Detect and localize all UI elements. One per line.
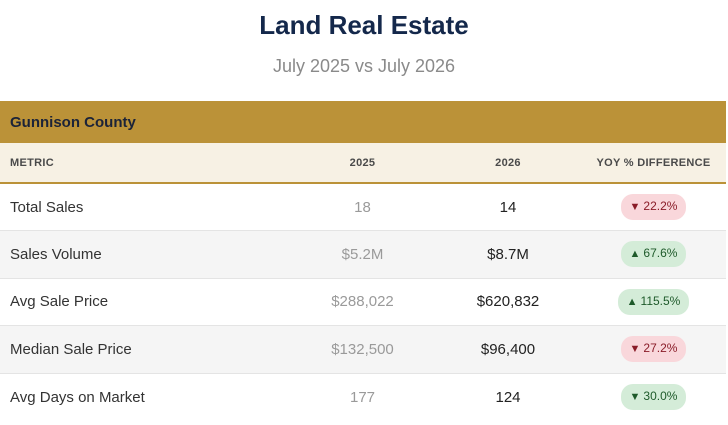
value-2025: 177 — [349, 388, 376, 406]
yoy-cell: ▼ 22.2% — [581, 183, 726, 231]
up-arrow-icon: ▲ — [626, 295, 638, 308]
table-header-row: METRIC 2025 2026 YOY % DIFFERENCE — [0, 143, 726, 184]
yoy-badge: ▼ 30.0% — [620, 384, 687, 410]
column-header-yoy: YOY % DIFFERENCE — [581, 143, 726, 184]
yoy-value: 67.6% — [643, 246, 678, 261]
yoy-value: 30.0% — [643, 389, 678, 403]
table-row: Sales Volume $5.2M $8.7M ▲ 67.6% — [0, 230, 726, 279]
table-row: Avg Sale Price $288,022 $620,832 ▲ 115.5% — [0, 278, 726, 326]
region-label: Gunnison County — [10, 113, 136, 131]
yoy-value: 27.2% — [643, 341, 678, 356]
up-arrow-icon: ▲ — [629, 248, 641, 261]
yoy-badge: ▼ 27.2% — [620, 336, 687, 363]
value-2026: $8.7M — [435, 230, 581, 279]
page-subtitle: July 2025 vs July 2026 — [272, 56, 456, 76]
yoy-cell: ▼ 30.0% — [581, 373, 726, 421]
table-row: Avg Days on Market 177 124 ▼ 30.0% — [0, 373, 726, 421]
value-2026: $620,832 — [435, 278, 581, 326]
yoy-cell: ▲ 67.6% — [581, 230, 726, 279]
yoy-badge: ▲ 67.6% — [620, 241, 687, 268]
value-2025: 18 — [290, 183, 435, 231]
down-arrow-icon: ▼ — [629, 391, 641, 403]
page-title: Land Real Estate — [259, 10, 469, 40]
column-header-2026: 2026 — [435, 143, 581, 184]
metric-name: Avg Days on Market — [10, 388, 145, 406]
value-2026: 14 — [435, 183, 581, 231]
yoy-value: 115.5% — [640, 293, 681, 308]
value-2025: $5.2M — [290, 230, 435, 279]
down-arrow-icon: ▼ — [629, 201, 641, 213]
region-header: Gunnison County — [0, 101, 726, 143]
metrics-table: METRIC 2025 2026 YOY % DIFFERENCE Total … — [0, 143, 726, 421]
value-2025: $288,022 — [290, 278, 435, 326]
metric-name: Avg Sale Price — [0, 278, 290, 326]
metric-name: Sales Volume — [0, 230, 290, 279]
yoy-value: 22.2% — [643, 199, 678, 213]
table-row: Median Sale Price $132,500 $96,400 ▼ 27.2… — [0, 325, 726, 374]
column-header-metric: METRIC — [0, 143, 290, 184]
yoy-cell: ▲ 115.5% — [581, 278, 726, 326]
value-2026: 124 — [495, 388, 521, 406]
table-row: Total Sales 18 14 ▼ 22.2% — [0, 183, 726, 231]
yoy-badge: ▲ 115.5% — [617, 288, 690, 315]
column-header-2025: 2025 — [290, 143, 435, 184]
value-2025: $132,500 — [290, 325, 435, 374]
yoy-cell: ▼ 27.2% — [581, 325, 726, 374]
metric-name: Median Sale Price — [0, 325, 290, 374]
value-2026: $96,400 — [435, 325, 581, 374]
down-arrow-icon: ▼ — [629, 343, 641, 356]
metric-name: Total Sales — [0, 183, 290, 231]
yoy-badge: ▼ 22.2% — [620, 194, 687, 220]
